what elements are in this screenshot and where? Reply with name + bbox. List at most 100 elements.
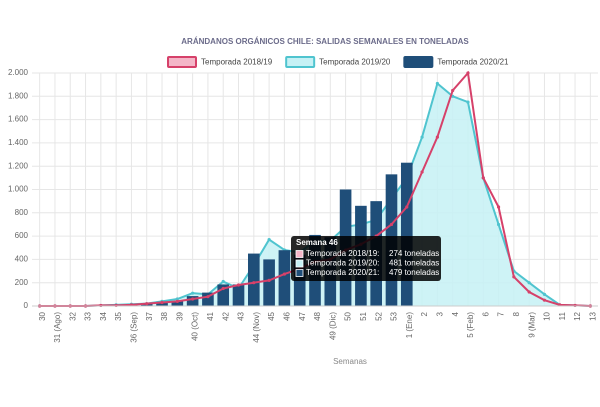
y-tick-label: 2.000: [8, 68, 29, 77]
x-tick-label: 39: [175, 311, 184, 320]
x-tick-label: 33: [84, 311, 93, 320]
bar: [278, 250, 291, 306]
point: [435, 135, 439, 139]
x-tick-label: 52: [374, 311, 383, 320]
x-tick-label: 10: [543, 311, 552, 320]
point: [175, 297, 179, 301]
point: [573, 303, 577, 308]
point: [206, 295, 210, 299]
tooltip-value: 274 toneladas: [389, 249, 439, 258]
point: [282, 272, 287, 276]
bar: [400, 162, 413, 306]
tooltip-label: Temporada 2020/21:: [306, 268, 379, 277]
x-tick-label: 30: [38, 311, 47, 320]
point: [512, 275, 516, 279]
point: [175, 299, 179, 303]
x-tick-label: 53: [390, 311, 399, 320]
legend-label: Temporada 2020/21: [437, 58, 509, 67]
point: [191, 297, 195, 301]
x-tick-label: 40 (Oct): [191, 312, 200, 341]
point: [435, 81, 439, 86]
y-tick-label: 1.800: [8, 91, 29, 100]
chart-title: ARÁNDANOS ORGÁNICOS CHILE: SALIDAS SEMAN…: [181, 37, 469, 46]
bar: [247, 253, 260, 306]
point: [114, 303, 118, 308]
x-tick-label: 38: [160, 311, 169, 320]
point: [191, 291, 195, 295]
x-axis-label: Semanas: [333, 357, 367, 366]
x-tick-label: 8: [512, 311, 521, 316]
point: [221, 279, 225, 284]
point: [466, 71, 470, 75]
y-tick-label: 0: [24, 301, 29, 310]
x-tick-label: 32: [68, 311, 77, 320]
x-tick-label: 49 (Dic): [328, 312, 337, 340]
bar: [202, 292, 214, 306]
y-tick-label: 1.400: [8, 138, 29, 147]
x-tick-label: 34: [99, 311, 108, 320]
y-tick-label: 400: [15, 255, 29, 264]
point: [160, 300, 164, 305]
x-tick-label: 7: [497, 311, 506, 316]
x-tick-label: 41: [206, 311, 215, 320]
bar: [232, 284, 245, 306]
x-tick-label: 50: [344, 311, 353, 320]
point: [496, 205, 501, 209]
point: [527, 281, 531, 285]
point: [496, 222, 501, 227]
tooltip-box: [291, 236, 441, 281]
tooltip-value: 481 toneladas: [389, 259, 439, 268]
legend-label: Temporada 2018/19: [201, 58, 273, 67]
x-tick-label: 6: [481, 311, 490, 316]
y-tick-label: 600: [15, 231, 29, 240]
point: [236, 283, 241, 287]
x-tick-label: 36 (Sep): [130, 312, 139, 343]
legend-swatch: [167, 56, 197, 68]
point: [420, 135, 424, 139]
y-tick-label: 800: [15, 208, 29, 217]
x-tick-label: 3: [435, 311, 444, 316]
x-tick-label: 43: [237, 311, 246, 320]
x-tick-label: 12: [573, 311, 582, 320]
tooltip-swatch: [295, 250, 304, 258]
tooltip-title: Semana 46: [296, 238, 338, 247]
bar: [171, 301, 184, 306]
x-tick-label: 1 (Ene): [405, 312, 414, 339]
point: [420, 170, 424, 174]
x-tick-label: 48: [313, 311, 322, 320]
x-tick-label: 5 (Feb): [466, 312, 475, 338]
x-tick-label: 37: [145, 311, 154, 320]
point: [389, 222, 394, 227]
x-tick-label: 42: [221, 311, 230, 320]
y-tick-label: 1.000: [8, 185, 29, 194]
point: [99, 303, 103, 308]
point: [527, 290, 531, 294]
x-tick-label: 44 (Nov): [252, 312, 261, 343]
legend-label: Temporada 2019/20: [319, 58, 391, 67]
x-tick-label: 51: [359, 311, 368, 320]
tooltip: Semana 46 Temporada 2018/19: 274 toneladas…: [291, 236, 441, 281]
point: [145, 302, 149, 306]
tooltip-value: 479 toneladas: [389, 268, 439, 277]
x-tick-label: 35: [114, 311, 123, 320]
tooltip-label: Temporada 2019/20:: [306, 259, 379, 268]
y-tick-label: 200: [15, 278, 29, 287]
point: [542, 298, 547, 302]
x-tick-label: 13: [588, 311, 597, 320]
point: [221, 286, 225, 291]
area: [39, 83, 591, 306]
y-tick-label: 1.200: [8, 161, 29, 170]
x-tick-label: 2: [420, 311, 429, 316]
legend-swatch: [403, 56, 434, 68]
x-tick-label: 11: [558, 311, 567, 320]
point: [405, 205, 409, 209]
bar: [217, 284, 230, 306]
x-tick-label: 46: [283, 311, 292, 320]
y-tick-label: 1.600: [8, 115, 29, 124]
point: [481, 176, 485, 180]
x-tick-label: 4: [451, 311, 460, 316]
point: [252, 281, 256, 285]
x-tick-label: 47: [298, 311, 307, 320]
point: [451, 88, 455, 93]
